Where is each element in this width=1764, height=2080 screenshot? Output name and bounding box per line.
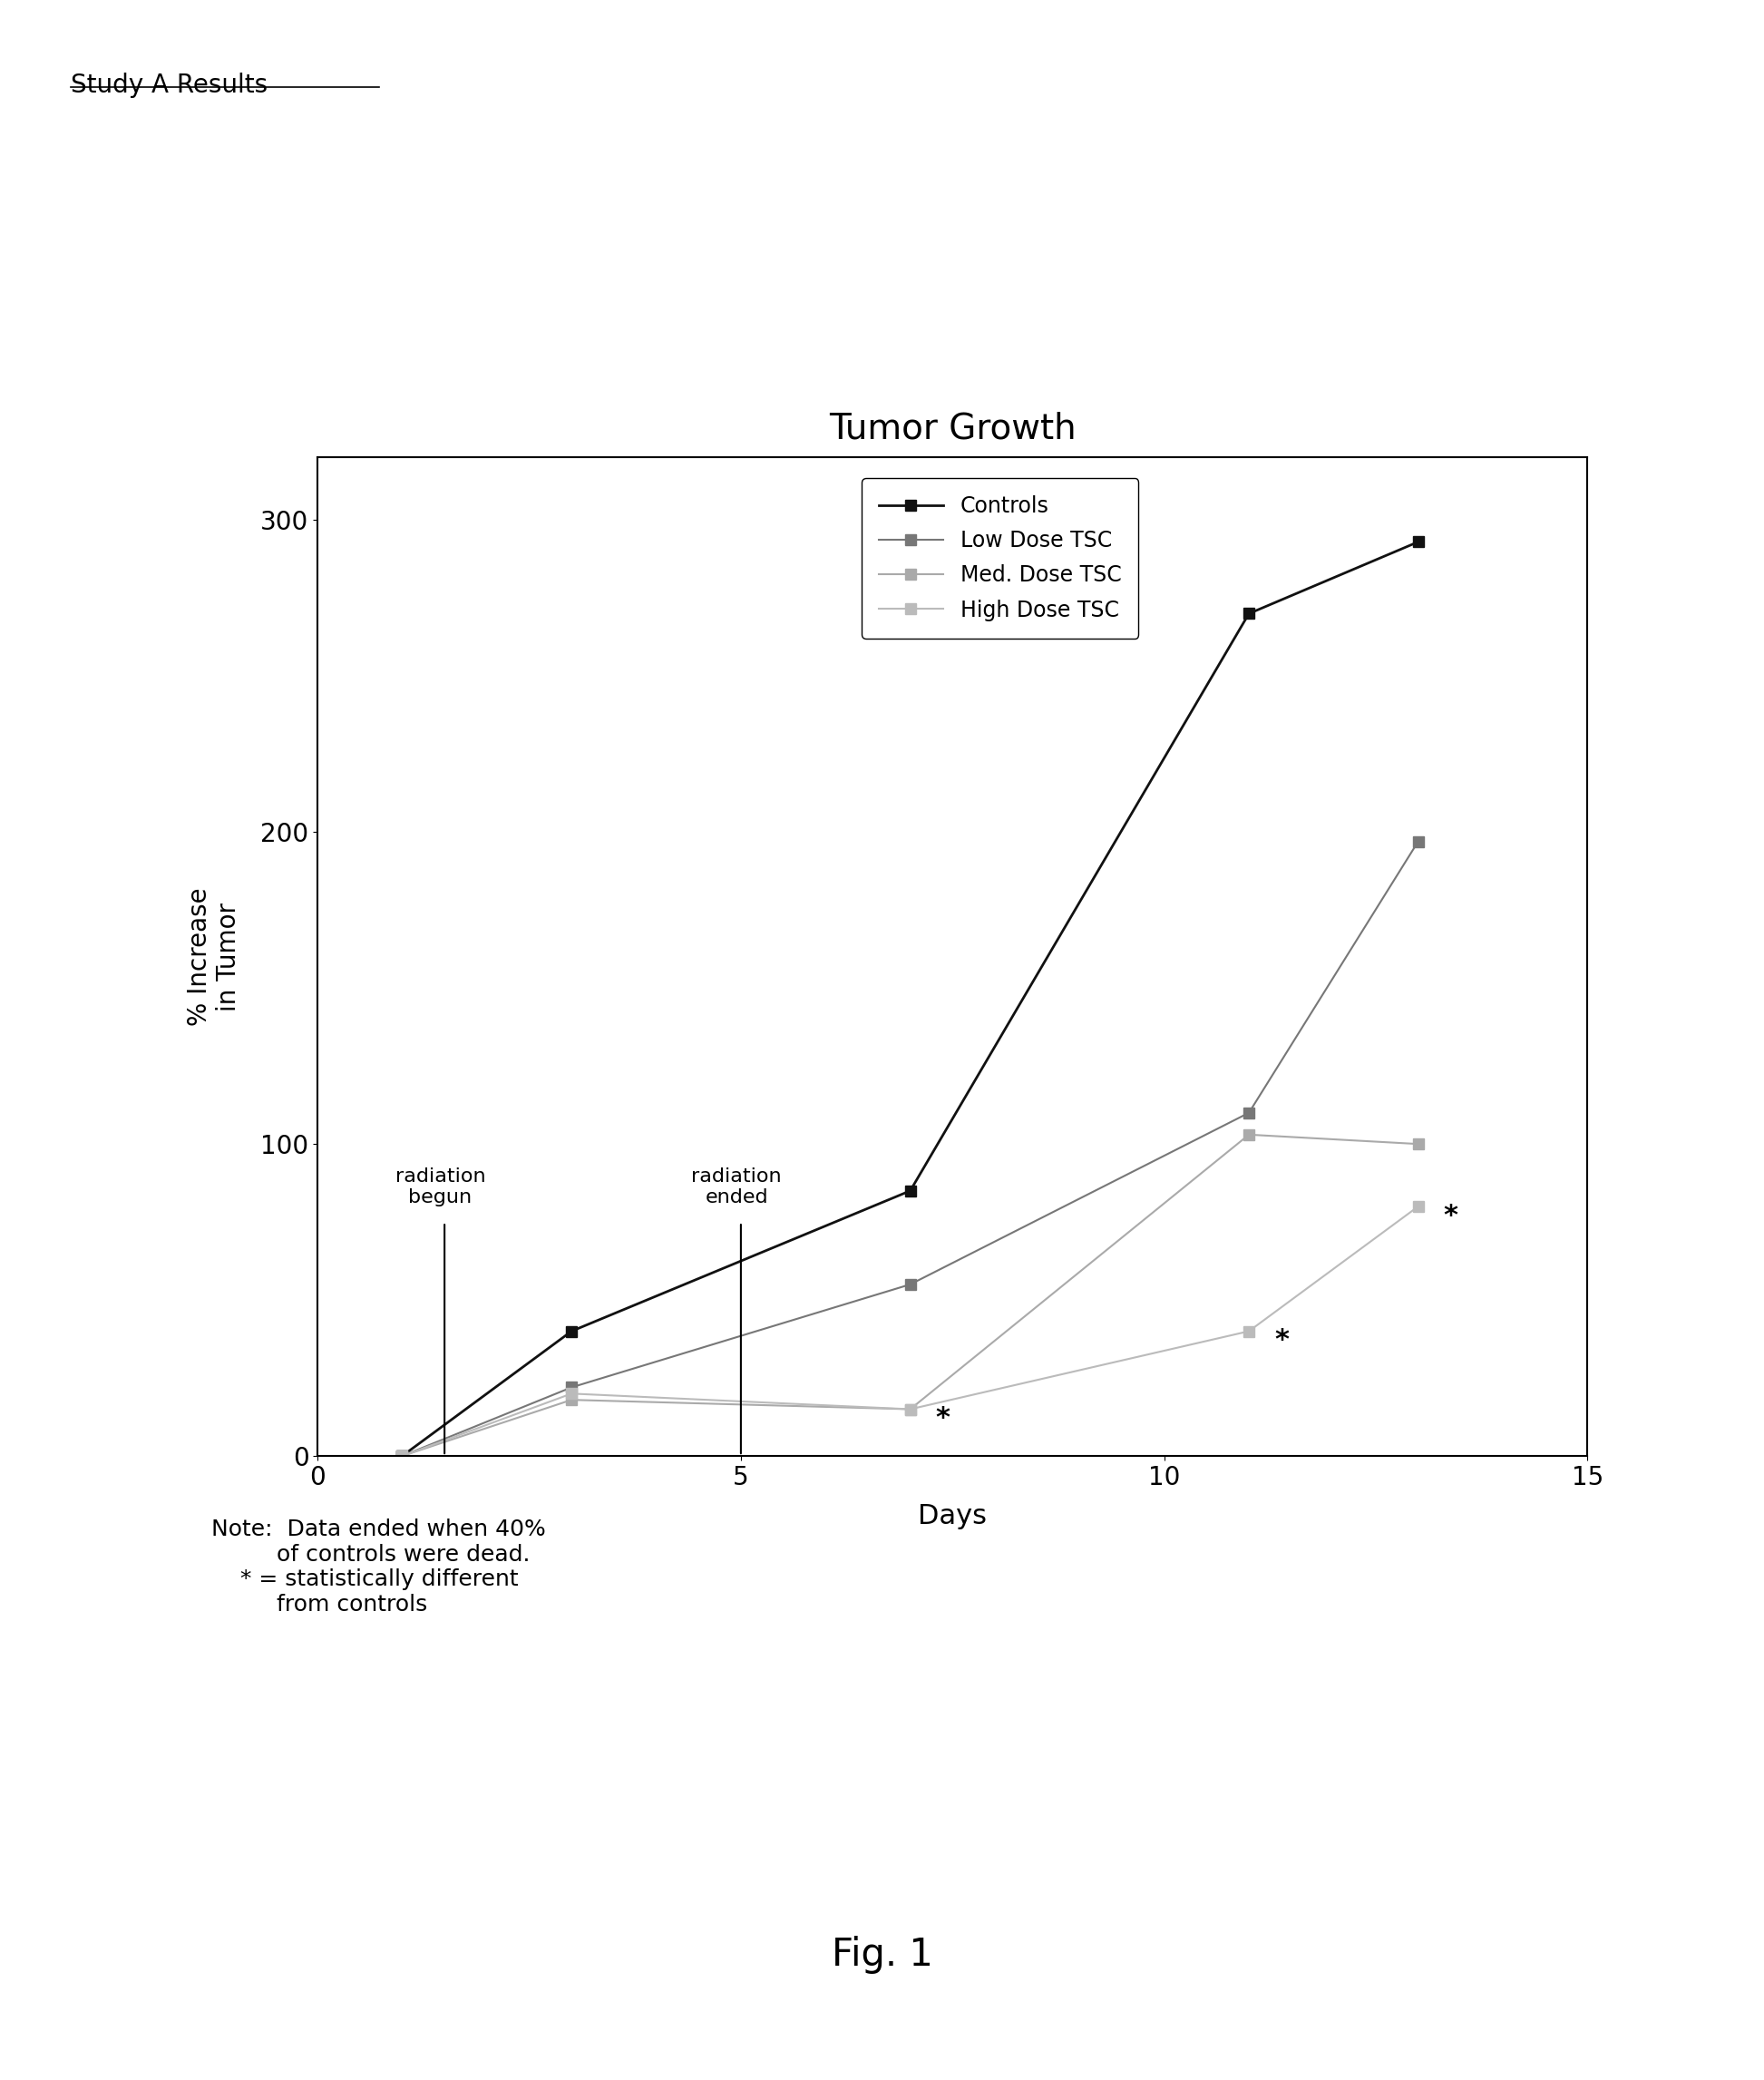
Text: Study A Results: Study A Results (71, 73, 268, 98)
X-axis label: Days: Days (917, 1504, 988, 1529)
Text: *: * (1443, 1202, 1459, 1229)
Text: radiation
begun: radiation begun (395, 1167, 485, 1206)
Text: *: * (1274, 1327, 1289, 1354)
Y-axis label: % Increase
in Tumor: % Increase in Tumor (187, 888, 242, 1025)
Text: Fig. 1: Fig. 1 (831, 1936, 933, 1974)
Legend: Controls, Low Dose TSC, Med. Dose TSC, High Dose TSC: Controls, Low Dose TSC, Med. Dose TSC, H… (861, 478, 1138, 639)
Text: radiation
ended: radiation ended (691, 1167, 781, 1206)
Title: Tumor Growth: Tumor Growth (829, 412, 1076, 445)
Text: *: * (935, 1406, 951, 1431)
Text: Note:  Data ended when 40%
         of controls were dead.
    * = statistically: Note: Data ended when 40% of controls we… (212, 1518, 547, 1616)
